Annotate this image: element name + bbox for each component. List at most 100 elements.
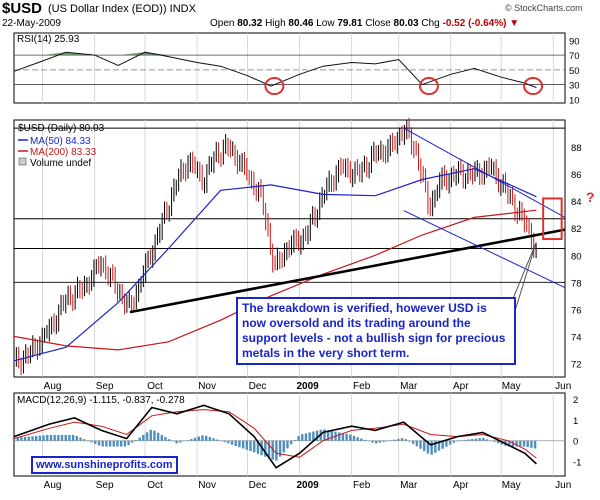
price-x-tick-Jun: Jun (555, 381, 571, 392)
macd-histogram-bar-60 (234, 440, 237, 446)
macd-histogram-bar-127 (482, 438, 485, 441)
macd-histogram-bar-118 (448, 440, 452, 445)
price-tick-label-74: 74 (571, 332, 582, 343)
macd-histogram-bar-17 (75, 435, 79, 441)
macd-histogram-bar-131 (496, 440, 500, 444)
rsi-overbought-fill-5 (118, 52, 146, 56)
macd-histogram-bar-2 (20, 437, 23, 441)
macd-histogram-bar-12 (57, 434, 60, 441)
macd-histogram-bar-3 (23, 436, 27, 441)
macd-histogram-bar-55 (216, 439, 219, 441)
macd-histogram-bar-61 (238, 440, 241, 448)
macd-histogram-bar-100 (382, 440, 385, 442)
close-label: Close (365, 18, 391, 29)
price-tick-label-78: 78 (571, 278, 582, 289)
ma50-line (13, 168, 537, 362)
macd-histogram-bar-124 (471, 439, 474, 441)
macd-histogram-bar-101 (386, 440, 389, 442)
price-x-tick-Feb: Feb (353, 381, 371, 392)
macd-histogram-bar-22 (94, 440, 97, 444)
price-x-tick-May: May (502, 381, 521, 392)
macd-histogram-bar-40 (160, 434, 164, 441)
macd-histogram-bar-37 (149, 429, 152, 441)
rsi-tick-label-30: 30 (569, 81, 580, 92)
quote-values: Open 80.32 High 80.46 Low 79.81 Close 80… (210, 18, 519, 29)
chg-label: Chg (421, 18, 440, 29)
open-value: 80.32 (237, 18, 263, 29)
macd-histogram-bar-52 (204, 435, 208, 441)
macd-histogram-bar-139 (526, 440, 529, 448)
macd-histogram-bar-94 (360, 438, 363, 441)
macd-histogram-bar-14 (64, 434, 67, 441)
macd-histogram-bar-25 (105, 440, 108, 447)
legend-volume: Volume undef (30, 158, 91, 169)
macd-histogram-bar-93 (356, 437, 359, 441)
macd-x-tick-2009: 2009 (296, 480, 319, 491)
macd-histogram-bar-121 (459, 440, 463, 441)
macd-histogram-bar-137 (519, 440, 522, 447)
rsi-label: RSI(14) 25.93 (17, 34, 80, 45)
macd-histogram-bar-86 (330, 430, 334, 441)
macd-histogram-bar-82 (315, 430, 319, 441)
macd-histogram-bar-107 (408, 440, 411, 442)
macd-histogram-bar-113 (430, 440, 433, 455)
macd-histogram-bar-120 (456, 440, 459, 442)
macd-histogram-bar-92 (352, 435, 356, 441)
legend-ma200: MA(200) 83.33 (30, 147, 97, 158)
macd-histogram-bar-84 (323, 429, 326, 441)
chg-value: -0.52 (-0.64%) (442, 18, 507, 29)
macd-histogram-bar-75 (289, 440, 293, 445)
macd-histogram-bar-35 (142, 434, 145, 441)
macd-tick-label--1: -1 (573, 457, 581, 468)
macd-histogram-bar-13 (60, 434, 64, 441)
macd-histogram-bar-90 (345, 433, 348, 441)
open-label: Open (210, 18, 235, 29)
macd-histogram-bar-1 (16, 437, 19, 441)
macd-histogram-bar-64 (249, 440, 252, 452)
macd-histogram-bar-31 (127, 440, 130, 446)
macd-histogram-bar-11 (53, 434, 56, 441)
macd-histogram-bar-136 (515, 440, 518, 447)
macd-tick-label-1: 1 (573, 416, 578, 427)
macd-x-tick-Apr: Apr (453, 480, 469, 491)
low-label: Low (316, 18, 335, 29)
price-x-tick-Apr: Apr (453, 381, 469, 392)
low-value: 79.81 (337, 18, 363, 29)
macd-histogram-bar-77 (297, 436, 300, 441)
macd-histogram-bar-51 (201, 435, 204, 441)
index-full-name: (US Dollar Index (EOD)) (48, 3, 167, 15)
price-tick-label-72: 72 (571, 359, 582, 370)
macd-histogram-bar-19 (83, 439, 86, 441)
macd-signal-line (13, 409, 537, 459)
macd-histogram-bar-91 (349, 434, 352, 441)
macd-histogram-bar-38 (153, 430, 156, 441)
macd-histogram-bar-8 (42, 435, 45, 441)
macd-histogram-bar-112 (426, 440, 430, 454)
price-x-tick-Aug: Aug (44, 381, 62, 392)
macd-histogram-bar-65 (253, 440, 256, 453)
macd-histogram-bar-46 (182, 440, 186, 442)
price-tick-label-88: 88 (571, 143, 582, 154)
macd-histogram-bar-54 (212, 438, 215, 441)
macd-histogram-bar-128 (485, 439, 489, 441)
macd-x-tick-Dec: Dec (249, 480, 267, 491)
macd-histogram-bar-41 (164, 437, 167, 441)
macd-histogram-bar-6 (34, 435, 38, 441)
macd-histogram-bar-21 (90, 440, 93, 443)
macd-histogram-bar-123 (467, 439, 470, 441)
macd-histogram-bar-105 (400, 438, 404, 441)
macd-histogram-bar-97 (371, 440, 374, 443)
website-label: www.sunshineprofits.com (31, 456, 178, 474)
macd-x-tick-Nov: Nov (198, 480, 216, 491)
exchange-code: INDX (169, 3, 196, 15)
macd-histogram-bar-96 (367, 440, 370, 442)
price-x-tick-2009: 2009 (296, 381, 319, 392)
macd-histogram-bar-119 (452, 440, 455, 443)
macd-tick-label-0: 0 (573, 437, 578, 448)
macd-x-tick-Feb: Feb (353, 480, 371, 491)
support-trendline (129, 228, 566, 314)
rsi-tick-label-90: 90 (569, 36, 580, 47)
macd-histogram-bar-48 (190, 438, 193, 441)
question-mark: ? (586, 189, 595, 205)
